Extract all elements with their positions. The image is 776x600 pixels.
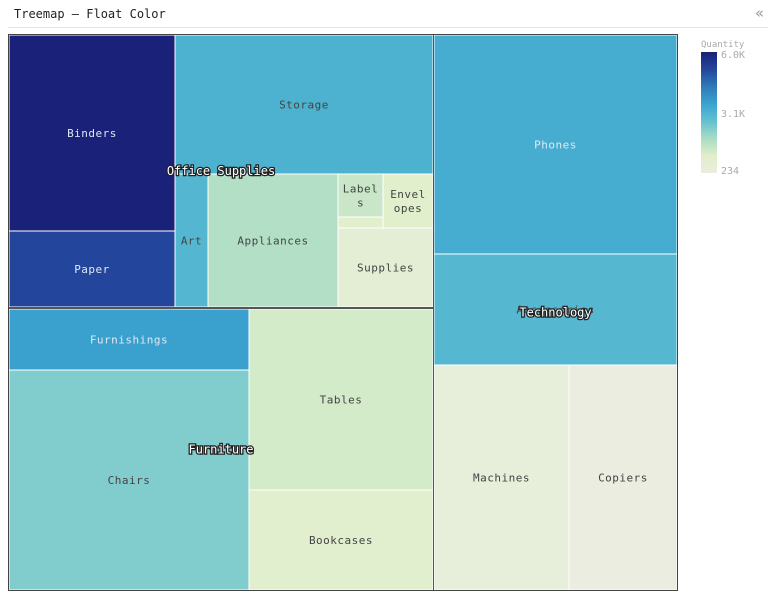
tile-label-accessories: Accessories — [516, 304, 594, 317]
treemap-tile-labels[interactable] — [337, 173, 384, 218]
tile-label-envelopes: Envel opes — [390, 188, 426, 215]
legend-max-label: 6.0K — [721, 50, 745, 61]
header-bar: Treemap – Float Color « — [0, 0, 776, 28]
tile-label-bookcases: Bookcases — [309, 534, 373, 547]
treemap-tile-machines[interactable] — [433, 364, 570, 591]
treemap-frame — [8, 34, 678, 591]
legend-title: Quantity — [701, 40, 745, 50]
treemap-tile-paper[interactable] — [8, 230, 176, 308]
tile-label-furnishings: Furnishings — [90, 334, 168, 347]
tile-label-phones: Phones — [534, 139, 577, 152]
tile-label-storage: Storage — [279, 99, 329, 112]
treemap-tile-art[interactable] — [174, 173, 209, 308]
header-divider — [8, 27, 768, 28]
tile-label-paper: Paper — [74, 263, 110, 276]
double-chevron-left-icon[interactable]: « — [754, 4, 764, 22]
treemap-tile-storage[interactable] — [174, 34, 434, 175]
tile-label-fasteners: Fasteners — [328, 216, 392, 229]
treemap-tile-chairs[interactable] — [8, 369, 250, 591]
treemap-tile-phones[interactable] — [433, 34, 678, 255]
tile-label-supplies: Supplies — [357, 262, 414, 275]
group-label-technology: Technology — [519, 306, 591, 320]
legend-color-bar — [701, 52, 717, 173]
tile-label-tables: Tables — [320, 394, 363, 407]
treemap-tile-binders[interactable] — [8, 34, 176, 232]
color-legend: Quantity 6.0K 3.1K 234 — [701, 40, 745, 177]
tile-label-machines: Machines — [473, 472, 530, 485]
page-title: Treemap – Float Color — [14, 7, 166, 21]
group-label-office-supplies: Office Supplies — [167, 164, 275, 178]
tile-label-binders: Binders — [67, 127, 117, 140]
treemap-tile-envelopes[interactable] — [382, 173, 434, 229]
group-label-furniture: Furniture — [188, 443, 253, 457]
tile-label-chairs: Chairs — [108, 474, 151, 487]
legend-mid-label: 3.1K — [721, 109, 745, 120]
treemap-tile-bookcases[interactable] — [248, 489, 434, 591]
tile-label-art: Art — [181, 235, 202, 248]
tile-label-appliances: Appliances — [237, 235, 308, 248]
legend-min-label: 234 — [721, 166, 739, 177]
tile-label-labels: Label s — [343, 183, 379, 210]
treemap-tile-appliances[interactable] — [207, 173, 339, 308]
tile-label-copiers: Copiers — [598, 472, 648, 485]
